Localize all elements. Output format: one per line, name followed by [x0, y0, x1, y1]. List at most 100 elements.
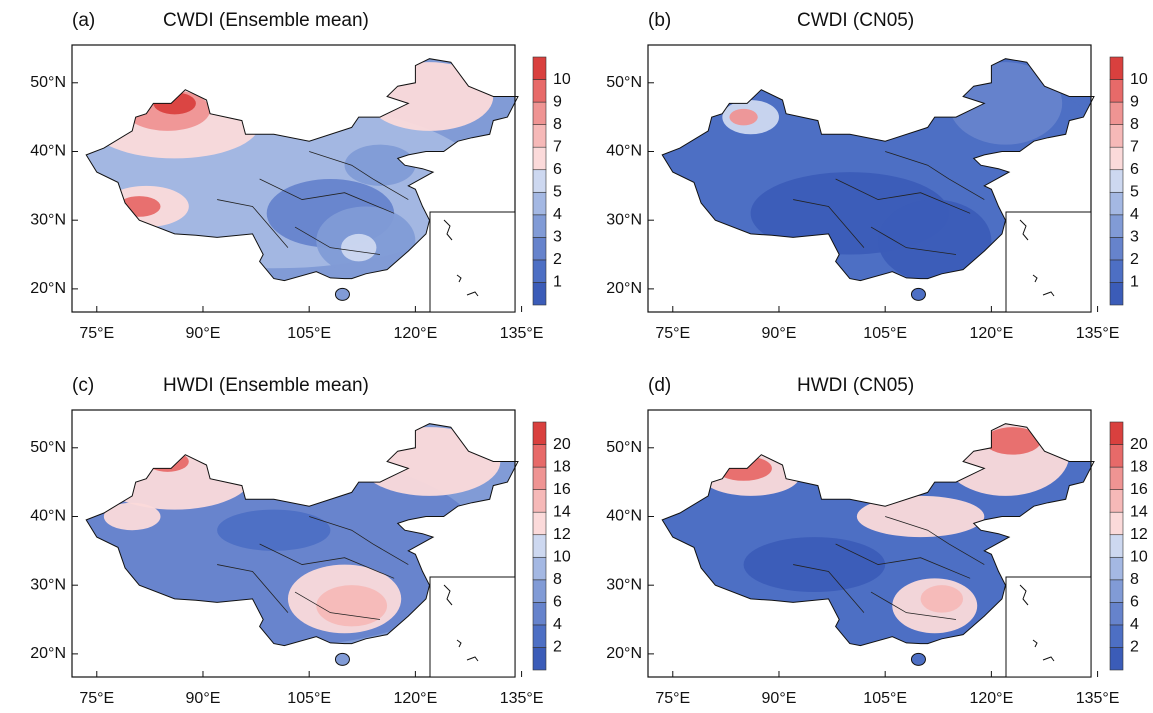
inset: [1005, 576, 1092, 678]
inset-coast: [443, 584, 479, 662]
y-tick-label: 30°N: [606, 576, 642, 593]
colorbar-box: [1109, 214, 1124, 238]
colorbar-box: [1109, 556, 1124, 581]
x-tick-label: 75°E: [655, 690, 690, 707]
colorbar-box: [1109, 79, 1124, 103]
colorbar-label: 3: [553, 229, 562, 246]
colorbar-box: [1109, 444, 1124, 468]
y-tick-label: 30°N: [30, 211, 66, 228]
y-tick-label: 40°N: [606, 143, 642, 160]
contour-region: [96, 440, 253, 510]
contour-region: [341, 233, 377, 262]
china-outline: [661, 423, 1095, 647]
colorbar-box: [532, 489, 547, 513]
panel-label: (a): [72, 10, 95, 31]
x-tick-label: 105°E: [287, 325, 331, 342]
x-tick-label: 120°E: [969, 690, 1013, 707]
colorbar-label: 8: [1130, 571, 1139, 588]
panel-label: (b): [648, 10, 671, 31]
contour-region: [856, 495, 985, 538]
colorbar-label: 4: [553, 206, 562, 223]
colorbar-label: 1: [553, 274, 562, 291]
panel: (c) HWDI (Ensemble mean) 75°E 90°E 105°E 120°…: [30, 375, 571, 707]
y-tick-label: 40°N: [30, 143, 66, 160]
colorbar-label: 8: [553, 571, 562, 588]
panel: (a) CWDI (Ensemble mean)75°E 90°E 105°E 120°…: [30, 10, 571, 342]
colorbar-label: 3: [1130, 229, 1139, 246]
colorbar-label: 6: [1130, 594, 1139, 611]
contour-region: [344, 144, 416, 186]
province-line: [885, 151, 985, 200]
colorbar-box: [1109, 259, 1124, 283]
china-outline: [661, 58, 1095, 282]
colorbar-label: 18: [553, 458, 571, 475]
province-line: [885, 516, 985, 565]
colorbar-box: [532, 602, 547, 626]
colorbar-box: [1109, 489, 1124, 513]
province-line: [835, 178, 971, 214]
y-tick-label: 30°N: [606, 211, 642, 228]
x-tick-label: 75°E: [655, 325, 690, 342]
province-line: [217, 199, 289, 248]
x-tick-label: 135°E: [500, 690, 544, 707]
x-tick-label: 90°E: [186, 690, 221, 707]
hainan: [910, 287, 926, 301]
contour-region: [103, 502, 161, 531]
contour-region: [743, 537, 886, 593]
colorbar-label: 2: [553, 639, 562, 656]
colorbar-label: 8: [1130, 116, 1139, 133]
colorbar-box: [532, 579, 547, 603]
colorbar-box: [532, 511, 547, 536]
colorbar-box: [532, 282, 547, 306]
x-tick-label: 120°E: [393, 325, 437, 342]
colorbar-label: 12: [553, 526, 571, 543]
colorbar-label: 4: [1130, 616, 1139, 633]
colorbar-box: [1109, 124, 1124, 148]
contour-region: [984, 427, 1041, 455]
x-tick-label: 90°E: [762, 325, 797, 342]
contour-region: [920, 585, 964, 613]
province-line: [793, 199, 865, 248]
frame: [71, 44, 516, 313]
contour-region: [948, 62, 1063, 145]
province-line: [870, 591, 957, 620]
y-tick-label: 20°N: [606, 280, 642, 297]
panel-label: (d): [648, 375, 671, 396]
panel-title: HWDI (Ensemble mean): [163, 375, 369, 396]
colorbar-box: [1109, 169, 1124, 193]
contour-region: [729, 108, 758, 126]
province-line: [309, 151, 409, 200]
panel: (d) HWDI (CN05) 75°E 90°E 105°E 120°E 135°E 50°…: [606, 375, 1148, 707]
colorbar-box: [532, 79, 547, 103]
y-tick-label: 50°N: [606, 74, 642, 91]
y-tick-label: 50°N: [30, 74, 66, 91]
x-tick-label: 135°E: [1076, 690, 1120, 707]
colorbar-label: 10: [553, 548, 571, 565]
y-tick-label: 40°N: [606, 508, 642, 525]
colorbar-label: 2: [1130, 639, 1139, 656]
panel-title: CWDI (CN05): [797, 10, 914, 31]
colorbar-box: [1109, 282, 1124, 306]
contour-region: [878, 199, 992, 283]
colorbar-label: 7: [553, 138, 562, 155]
province-line: [294, 591, 381, 620]
panel-title: CWDI (Ensemble mean): [163, 10, 369, 31]
colorbar-label: 8: [553, 116, 562, 133]
colorbar-label: 18: [1130, 458, 1148, 475]
colorbar-box: [532, 556, 547, 581]
colorbar-box: [532, 214, 547, 238]
y-tick-label: 20°N: [606, 645, 642, 662]
colorbar-label: 7: [1130, 138, 1139, 155]
colorbar-label: 12: [1130, 526, 1148, 543]
y-tick-label: 50°N: [606, 439, 642, 456]
contour-region: [118, 196, 161, 217]
inset-coast: [1019, 584, 1055, 662]
contour-region: [316, 585, 388, 627]
colorbar-box: [1109, 237, 1124, 261]
colorbar-box: [1109, 534, 1124, 558]
colorbar-label: 16: [1130, 481, 1148, 498]
colorbar-label: 5: [1130, 183, 1139, 200]
colorbar-box: [1109, 146, 1124, 171]
x-tick-label: 120°E: [393, 690, 437, 707]
